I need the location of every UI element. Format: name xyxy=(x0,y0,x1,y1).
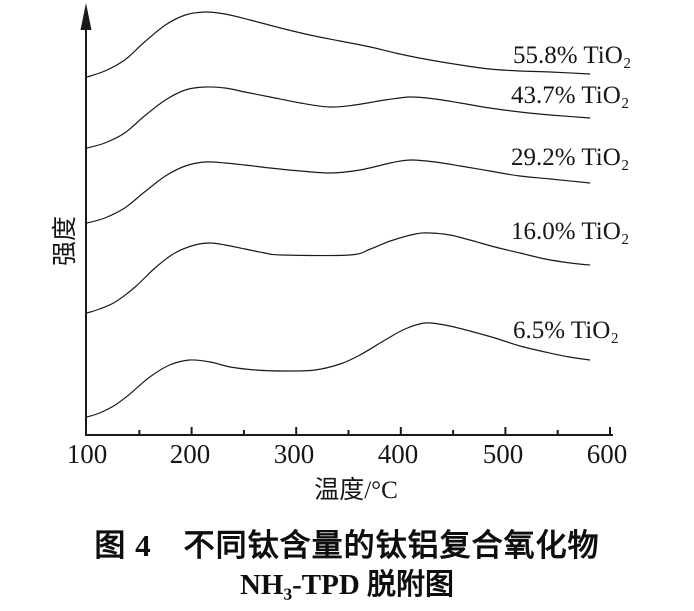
series-label-16-0-tio2: 16.0% TiO₂ xyxy=(511,218,630,245)
series-label-29-2-tio2: 29.2% TiO₂ xyxy=(511,144,630,171)
x-tick-label-500: 500 xyxy=(482,439,524,469)
tpd-curve-16-tio2 xyxy=(86,232,591,314)
tpd-curve-43.7-tio2 xyxy=(86,86,591,149)
tpd-curve-6.5-tio2 xyxy=(86,322,591,418)
figure-caption-line2: NH₃-TPD 脱附图 xyxy=(239,569,455,601)
tpd-curve-55.8-tio2 xyxy=(86,11,591,78)
series-label-43-7-tio2: 43.7% TiO₂ xyxy=(511,82,630,109)
tpd-curve-29.2-tio2 xyxy=(86,159,591,224)
tpd-chart-canvas xyxy=(80,3,613,436)
figure-caption-line1: 图 4 不同钛含量的钛铝复合氧化物 xyxy=(94,528,600,563)
x-tick-label-400: 400 xyxy=(377,439,419,469)
y-axis-label: 强度 xyxy=(52,216,79,267)
x-axis-label: 温度/°C xyxy=(314,477,398,504)
x-tick-label-200: 200 xyxy=(169,439,211,469)
series-label-6-5-tio2: 6.5% TiO₂ xyxy=(513,317,619,344)
x-tick-label-100: 100 xyxy=(66,439,108,469)
x-tick-label-300: 300 xyxy=(273,439,315,469)
x-tick-label-600: 600 xyxy=(586,439,628,469)
series-label-55-8-tio2: 55.8% TiO₂ xyxy=(513,42,632,69)
